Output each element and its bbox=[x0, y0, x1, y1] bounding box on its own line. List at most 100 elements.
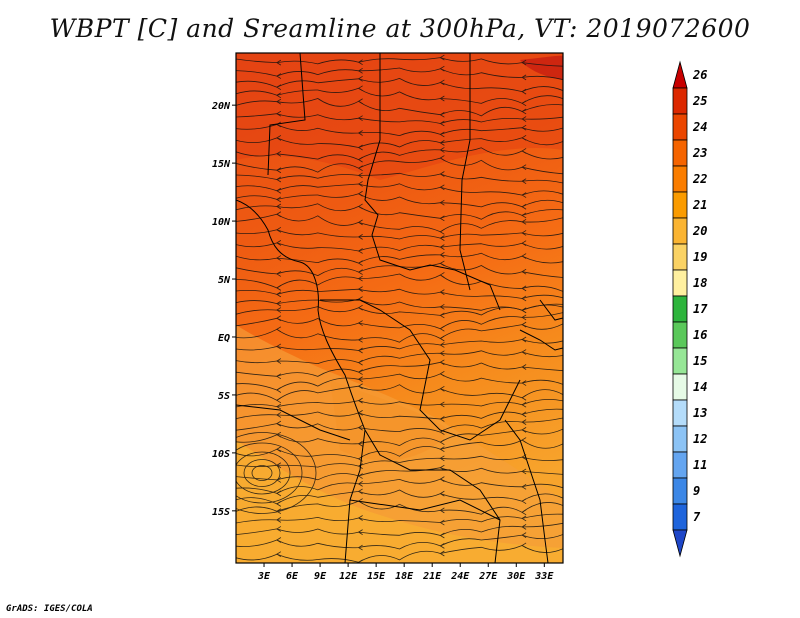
streamline-arrow bbox=[439, 350, 445, 357]
colorbar-label: 19 bbox=[693, 250, 707, 264]
streamline-arrow bbox=[357, 544, 363, 551]
streamline-arrow bbox=[521, 314, 527, 321]
streamline-arrow bbox=[357, 515, 363, 521]
streamline-arrow bbox=[276, 176, 282, 183]
streamline-arrow bbox=[276, 403, 282, 410]
streamline bbox=[236, 213, 563, 233]
streamline bbox=[236, 350, 563, 365]
streamline-arrow bbox=[357, 98, 363, 105]
streamline-arrow bbox=[439, 335, 445, 342]
streamline-arrow bbox=[276, 135, 282, 141]
lon-tick-label: 3E bbox=[257, 571, 271, 582]
colorbar-label: 13 bbox=[693, 406, 707, 420]
streamline bbox=[236, 183, 563, 196]
streamline-arrow bbox=[521, 124, 527, 131]
streamline-arrow bbox=[357, 248, 363, 254]
streamline-arrow bbox=[276, 537, 282, 543]
streamline-arrow bbox=[276, 110, 282, 117]
streamline-arrow bbox=[357, 156, 363, 163]
streamline-arrow bbox=[357, 190, 363, 197]
colorbar-swatch bbox=[672, 295, 688, 323]
streamline-arrow bbox=[439, 171, 445, 177]
streamline-arrow bbox=[357, 304, 363, 311]
streamline-arrow bbox=[276, 167, 282, 174]
colorbar-label: 17 bbox=[693, 302, 708, 316]
streamline-arrow bbox=[439, 228, 445, 235]
country-borders bbox=[236, 53, 563, 563]
swirl-ring bbox=[251, 465, 273, 481]
streamline bbox=[236, 500, 563, 515]
streamline-arrow bbox=[521, 542, 527, 549]
streamline-arrow bbox=[276, 196, 282, 203]
streamline-arrow bbox=[276, 226, 282, 233]
colorbar-label: 16 bbox=[693, 328, 707, 342]
colorbar-swatch bbox=[672, 347, 688, 375]
colorbar-swatch bbox=[672, 243, 688, 271]
streamline bbox=[236, 303, 563, 316]
cool-zone-north bbox=[236, 53, 563, 180]
lon-tick-label: 27E bbox=[478, 571, 498, 582]
streamline-arrow bbox=[357, 286, 363, 292]
streamline-arrow bbox=[521, 307, 527, 314]
streamline-arrow bbox=[357, 359, 363, 366]
streamline bbox=[236, 229, 563, 240]
streamline-arrow bbox=[439, 289, 445, 295]
colorbar-swatch bbox=[672, 321, 688, 349]
streamline bbox=[236, 203, 563, 220]
streamline-arrow bbox=[357, 59, 363, 66]
streamline-arrow bbox=[439, 519, 445, 526]
streamline bbox=[236, 172, 563, 184]
streamline-arrow bbox=[439, 455, 445, 462]
streamline-arrow bbox=[439, 252, 445, 258]
colorbar-swatch bbox=[672, 451, 688, 479]
streamline bbox=[236, 157, 563, 175]
streamline-arrow bbox=[521, 148, 527, 154]
streamline bbox=[236, 545, 563, 563]
streamline-arrow bbox=[439, 79, 445, 86]
streamline bbox=[236, 273, 563, 292]
colorbar-label: 15 bbox=[693, 354, 707, 368]
streamline-arrow bbox=[521, 192, 527, 198]
streamline bbox=[236, 252, 563, 264]
colorbar-swatch bbox=[672, 113, 688, 141]
streamline-arrow bbox=[521, 164, 527, 171]
streamline-arrow bbox=[357, 275, 363, 282]
streamline-arrow bbox=[521, 336, 527, 343]
lon-tick-label: 33E bbox=[534, 571, 554, 582]
streamline bbox=[236, 113, 563, 124]
streamline bbox=[236, 242, 563, 252]
streamline-arrow bbox=[521, 411, 527, 418]
streamline-arrow bbox=[276, 285, 282, 291]
colorbar-label: 22 bbox=[692, 172, 707, 186]
streamline-arrow bbox=[276, 291, 282, 298]
streamline bbox=[236, 361, 563, 377]
lon-tick-label: 18E bbox=[395, 571, 414, 582]
streamline-arrow bbox=[276, 307, 282, 313]
colorbar-swatch bbox=[672, 477, 688, 505]
streamline-arrow bbox=[276, 446, 282, 453]
streamline bbox=[236, 67, 563, 80]
lon-tick-label: 21E bbox=[422, 571, 442, 582]
lat-tick-label: 5N bbox=[218, 275, 231, 286]
streamline bbox=[236, 467, 563, 481]
streamline-arrow bbox=[521, 108, 527, 115]
cyclone-swirl bbox=[236, 432, 317, 514]
colorbar-label: 21 bbox=[692, 198, 707, 212]
streamline-arrow bbox=[439, 439, 445, 446]
streamline-arrow bbox=[357, 383, 363, 390]
streamline-arrow bbox=[276, 203, 282, 210]
lon-tick-label: 6E bbox=[286, 571, 299, 582]
streamline-arrow bbox=[439, 65, 445, 72]
colorbar-label: 7 bbox=[693, 510, 701, 524]
streamline-arrow bbox=[521, 498, 527, 505]
streamline-arrow bbox=[439, 359, 445, 366]
streamline bbox=[236, 147, 563, 161]
streamline-arrow bbox=[357, 172, 363, 179]
lat-tick-label: 15N bbox=[212, 159, 231, 170]
streamline-arrow bbox=[276, 59, 282, 66]
colorbar-label: 14 bbox=[693, 380, 707, 394]
streamline-arrow bbox=[357, 424, 363, 431]
streamline-arrow bbox=[521, 134, 527, 141]
streamline-arrow bbox=[521, 285, 527, 292]
